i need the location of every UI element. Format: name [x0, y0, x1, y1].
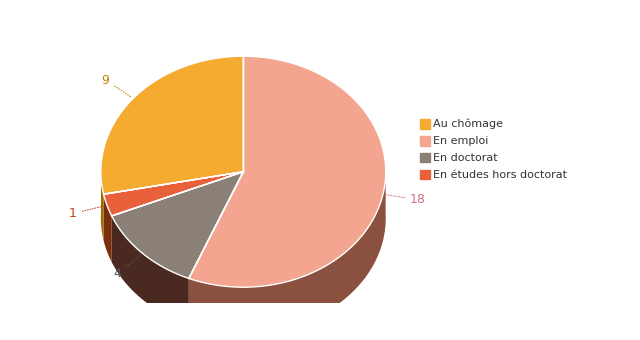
Text: 4: 4 — [113, 255, 140, 280]
Bar — [420, 119, 429, 129]
Text: En doctorat: En doctorat — [433, 153, 498, 163]
Polygon shape — [189, 167, 386, 334]
Polygon shape — [104, 194, 112, 262]
Bar — [420, 153, 429, 163]
Polygon shape — [101, 56, 243, 194]
Polygon shape — [101, 167, 104, 240]
Polygon shape — [104, 172, 243, 216]
Text: 9: 9 — [102, 73, 131, 97]
Text: 1: 1 — [69, 206, 104, 220]
Text: En études hors doctorat: En études hors doctorat — [433, 170, 568, 180]
Text: 18: 18 — [386, 193, 426, 206]
Text: En emploi: En emploi — [433, 136, 489, 146]
Polygon shape — [112, 216, 189, 325]
Text: Au chômage: Au chômage — [433, 119, 504, 129]
Bar — [420, 170, 429, 180]
Bar — [420, 136, 429, 146]
Polygon shape — [189, 56, 386, 287]
Polygon shape — [112, 172, 243, 278]
